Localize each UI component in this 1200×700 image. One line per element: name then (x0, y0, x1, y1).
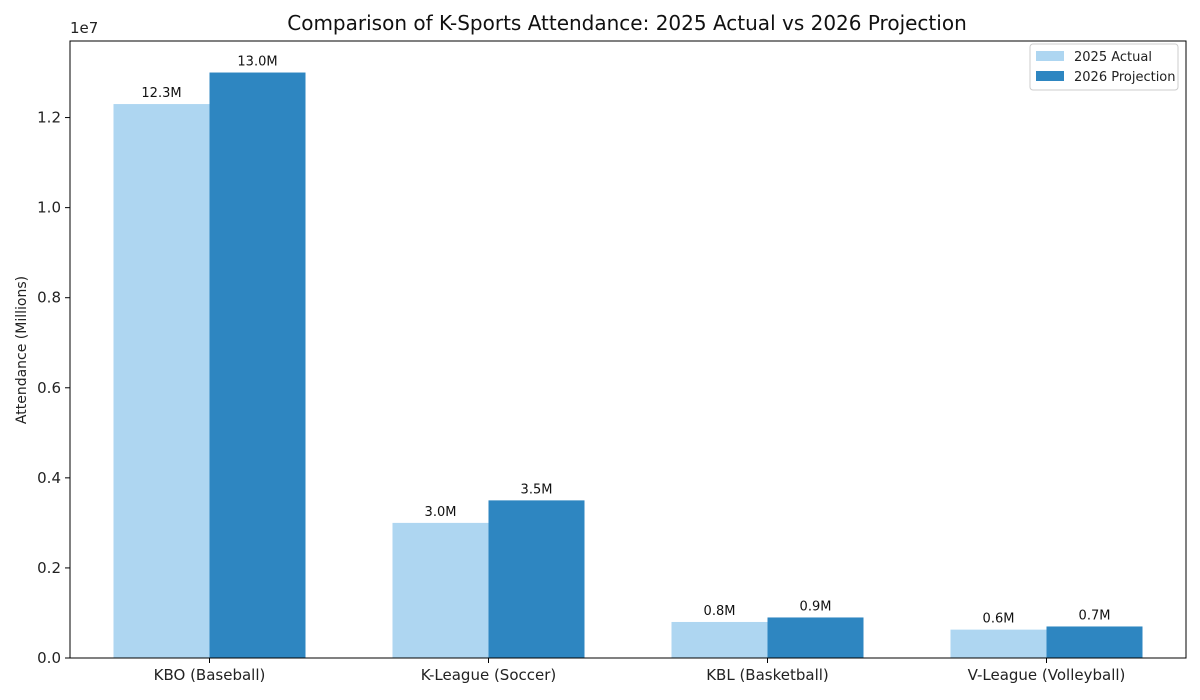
bar-value-label: 3.0M (425, 505, 457, 520)
bar (671, 621, 768, 658)
bar-value-label: 0.6M (983, 612, 1015, 627)
y-tick-label: 0.2 (37, 559, 61, 577)
bar (209, 72, 306, 658)
bar (488, 500, 585, 658)
bar (1046, 626, 1143, 658)
bar (113, 104, 210, 659)
bar (950, 629, 1047, 658)
x-tick-label: KBO (Baseball) (154, 666, 266, 684)
y-tick-label: 0.4 (37, 469, 61, 487)
x-tick-label: K-League (Soccer) (421, 666, 557, 684)
bar-value-label: 0.9M (800, 599, 832, 614)
y-tick-label: 1.2 (37, 109, 61, 127)
bar-value-label: 3.5M (521, 482, 553, 497)
legend-swatch (1036, 71, 1064, 81)
chart-title: Comparison of K-Sports Attendance: 2025 … (287, 11, 967, 35)
bar-value-label: 0.8M (704, 604, 736, 619)
y-axis-offset-label: 1e7 (70, 19, 98, 37)
legend: 2025 Actual 2026 Projection (1029, 43, 1179, 91)
bar-value-label: 12.3M (141, 86, 181, 101)
legend-label: 2025 Actual (1074, 50, 1152, 65)
y-tick-label: 0.0 (37, 649, 61, 667)
plot-area: 12.3M 13.0M KBO (Baseball) 3.0M 3.5M K-League… (37, 40, 1187, 684)
bar (392, 522, 489, 658)
y-tick-label: 0.8 (37, 289, 61, 307)
x-tick-label: V-League (Volleyball) (968, 666, 1126, 684)
legend-label: 2026 Projection (1074, 70, 1176, 85)
bar (767, 617, 864, 658)
y-tick-label: 1.0 (37, 199, 61, 217)
plot-frame (69, 40, 1187, 659)
x-tick-label: KBL (Basketball) (706, 666, 829, 684)
bar-value-label: 13.0M (237, 55, 277, 70)
y-axis-label: Attendance (Millions) (14, 276, 30, 424)
bar-value-label: 0.7M (1079, 608, 1111, 623)
legend-box (1029, 43, 1179, 91)
y-tick-label: 0.6 (37, 379, 61, 397)
legend-swatch (1036, 51, 1064, 61)
